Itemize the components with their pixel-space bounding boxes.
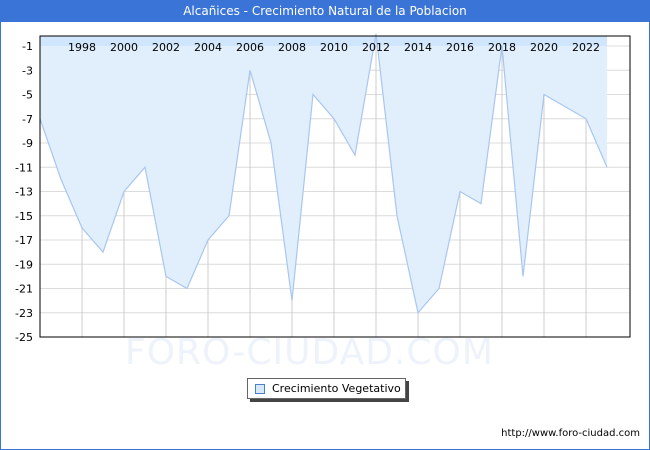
x-tick-label: 2004 bbox=[194, 41, 222, 54]
x-tick-label: 2014 bbox=[404, 41, 432, 54]
legend: Crecimiento Vegetativo bbox=[247, 378, 406, 399]
x-tick-label: 2018 bbox=[488, 41, 516, 54]
y-tick-label: -19 bbox=[15, 258, 33, 271]
y-axis-labels: -1 -3 -5 -7 -9 -11 -13 -15 -17 -19 -21 -23 -25 bbox=[15, 40, 33, 344]
y-tick-label: -21 bbox=[15, 283, 33, 296]
x-tick-label: 2008 bbox=[278, 41, 306, 54]
x-tick-label: 2020 bbox=[530, 41, 558, 54]
x-tick-label: 2022 bbox=[572, 41, 600, 54]
y-tick-label: -15 bbox=[15, 210, 33, 223]
plot-border bbox=[39, 35, 631, 338]
x-tick-label: 2012 bbox=[362, 41, 390, 54]
legend-swatch-icon bbox=[255, 384, 265, 394]
x-tick-label: 1998 bbox=[68, 41, 96, 54]
y-tick-label: -3 bbox=[22, 64, 33, 77]
x-axis-labels: 1998 2000 2002 2004 2006 2008 2010 2012 2014 2016… bbox=[68, 41, 600, 54]
y-tick-label: -11 bbox=[15, 161, 33, 174]
x-tick-label: 2002 bbox=[152, 41, 180, 54]
y-tick-label: -1 bbox=[22, 40, 33, 53]
y-tick-label: -17 bbox=[15, 234, 33, 247]
y-tick-label: -25 bbox=[15, 331, 33, 344]
data-area bbox=[39, 33, 608, 315]
x-tick-label: 2000 bbox=[110, 41, 138, 54]
y-tick-label: -13 bbox=[15, 186, 33, 199]
watermark: FORO-CIUDAD.COM bbox=[125, 332, 494, 373]
y-tick-label: -9 bbox=[22, 137, 33, 150]
y-tick-label: -7 bbox=[22, 113, 33, 126]
chart-title: Alcañices - Crecimiento Natural de la Po… bbox=[0, 0, 650, 22]
source-url[interactable]: http://www.foro-ciudad.com bbox=[501, 428, 640, 439]
x-tick-label: 2006 bbox=[236, 41, 264, 54]
x-tick-label: 2010 bbox=[320, 41, 348, 54]
y-tick-label: -5 bbox=[22, 89, 33, 102]
x-tick-label: 2016 bbox=[446, 41, 474, 54]
legend-label: Crecimiento Vegetativo bbox=[272, 382, 401, 395]
y-tick-label: -23 bbox=[15, 307, 33, 320]
